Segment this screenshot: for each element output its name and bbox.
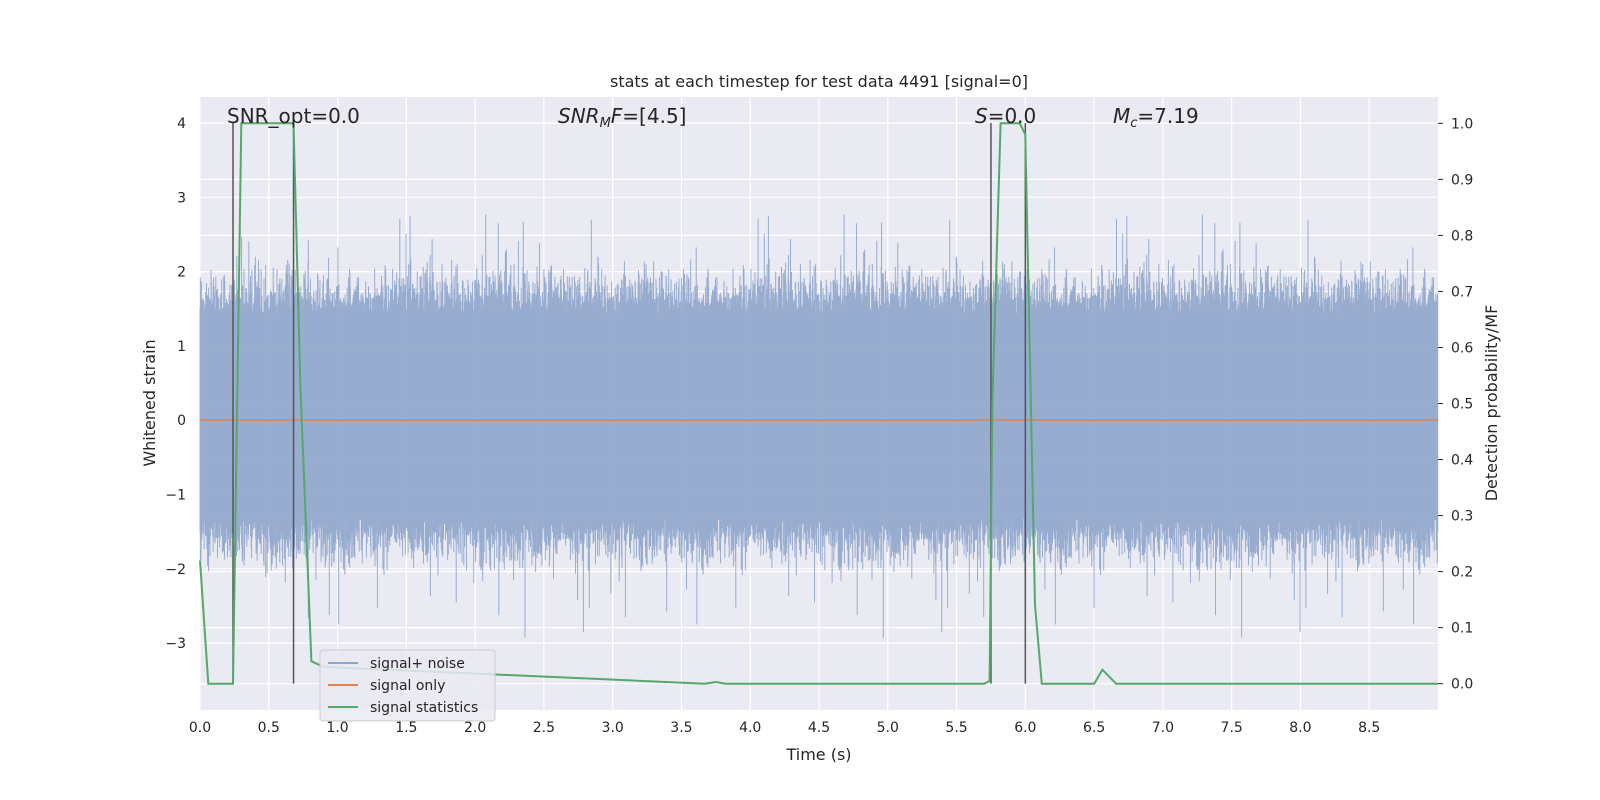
annotation-mc-main: M <box>1113 104 1130 128</box>
x-tick-label: 2.0 <box>464 720 486 736</box>
annotation-snr-mf-main: SNR <box>558 104 600 128</box>
annotation-mc: Mc=7.19 <box>1113 104 1199 131</box>
y-right-tick-label: 0.4 <box>1451 453 1473 469</box>
x-tick-label: 2.5 <box>533 720 555 736</box>
y-right-tick-label: 0.8 <box>1451 228 1473 244</box>
y-tick-label: 3 <box>177 190 186 206</box>
y-tick-label: −2 <box>165 562 186 578</box>
legend-label-signal-only: signal only <box>370 678 445 694</box>
y-right-tick-label: 0.3 <box>1451 509 1473 525</box>
y-right-tick-label: 0.9 <box>1451 172 1473 188</box>
signal-statistics-line <box>199 122 1438 685</box>
x-tick-label: 4.5 <box>808 720 830 736</box>
y-right-tick-label: 0.6 <box>1451 340 1473 356</box>
legend-label-signal-statistics: signal statistics <box>370 700 478 716</box>
annotation-mc-value: =7.19 <box>1137 104 1198 128</box>
x-tick-label: 8.0 <box>1289 720 1311 736</box>
x-tick-label: 5.5 <box>945 720 967 736</box>
x-tick-label: 4.0 <box>739 720 761 736</box>
legend: signal+ noise signal only signal statist… <box>319 649 496 722</box>
annotation-snr-opt: SNR_opt=0.0 <box>227 104 360 128</box>
annotation-snr-mf-value: =[4.5] <box>622 104 686 128</box>
chart-title: stats at each timestep for test data 449… <box>610 72 1028 91</box>
y-tick-label: −1 <box>165 488 186 504</box>
y-tick-label: 1 <box>177 339 186 355</box>
y-tick-label: −3 <box>165 636 186 652</box>
annotation-snr-mf: SNRMF=[4.5] <box>558 104 686 131</box>
y-right-tick-label: 0.0 <box>1451 677 1473 693</box>
x-tick-label: 7.0 <box>1152 720 1174 736</box>
y-right-tick-label: 0.1 <box>1451 621 1473 637</box>
y-right-axis-label: Detection probability/MF <box>1482 305 1501 502</box>
x-tick-label: 6.0 <box>1014 720 1036 736</box>
y-right-tick-label: 0.7 <box>1451 284 1473 300</box>
x-tick-label: 0.0 <box>189 720 211 736</box>
y-axis-label: Whitened strain <box>140 339 159 466</box>
annotation-s-main: S <box>975 104 988 128</box>
x-tick-label: 5.0 <box>877 720 899 736</box>
y-right-tick-label: 1.0 <box>1451 116 1473 132</box>
x-axis-ticks: 0.0 0.5 1.0 1.5 2.0 2.5 3.0 3.5 4.0 4.5 5.0 5.5 6.0 6… <box>189 720 1380 736</box>
legend-label-signal-noise: signal+ noise <box>370 656 465 672</box>
x-axis-label: Time (s) <box>785 745 851 764</box>
series-signal-statistics <box>199 122 1438 685</box>
annotation-s: S=0.0 <box>975 104 1036 128</box>
annotation-mc-sub: c <box>1130 116 1137 131</box>
x-tick-label: 7.5 <box>1221 720 1243 736</box>
x-tick-label: 3.0 <box>602 720 624 736</box>
x-tick-label: 8.5 <box>1358 720 1380 736</box>
y-tick-label: 0 <box>177 413 186 429</box>
y-right-axis-ticks: 0.0 0.1 0.2 0.3 0.4 0.5 0.6 0.7 0.8 0.9 1.0 <box>1438 116 1473 693</box>
x-tick-label: 1.5 <box>395 720 417 736</box>
annotation-s-value: =0.0 <box>988 104 1037 128</box>
x-tick-label: 1.0 <box>326 720 348 736</box>
annotation-snr-mf-sub: M <box>600 116 611 131</box>
y-tick-label: 2 <box>177 265 186 281</box>
y-right-tick-label: 0.5 <box>1451 397 1473 413</box>
x-tick-label: 6.5 <box>1083 720 1105 736</box>
x-tick-label: 3.5 <box>670 720 692 736</box>
legend-box <box>319 649 496 722</box>
y-right-tick-label: 0.2 <box>1451 565 1473 581</box>
annotation-snr-mf-f: F <box>611 104 623 128</box>
y-axis-ticks: −3 −2 −1 0 1 2 3 4 <box>165 116 186 652</box>
x-tick-label: 0.5 <box>258 720 280 736</box>
y-tick-label: 4 <box>177 116 186 132</box>
